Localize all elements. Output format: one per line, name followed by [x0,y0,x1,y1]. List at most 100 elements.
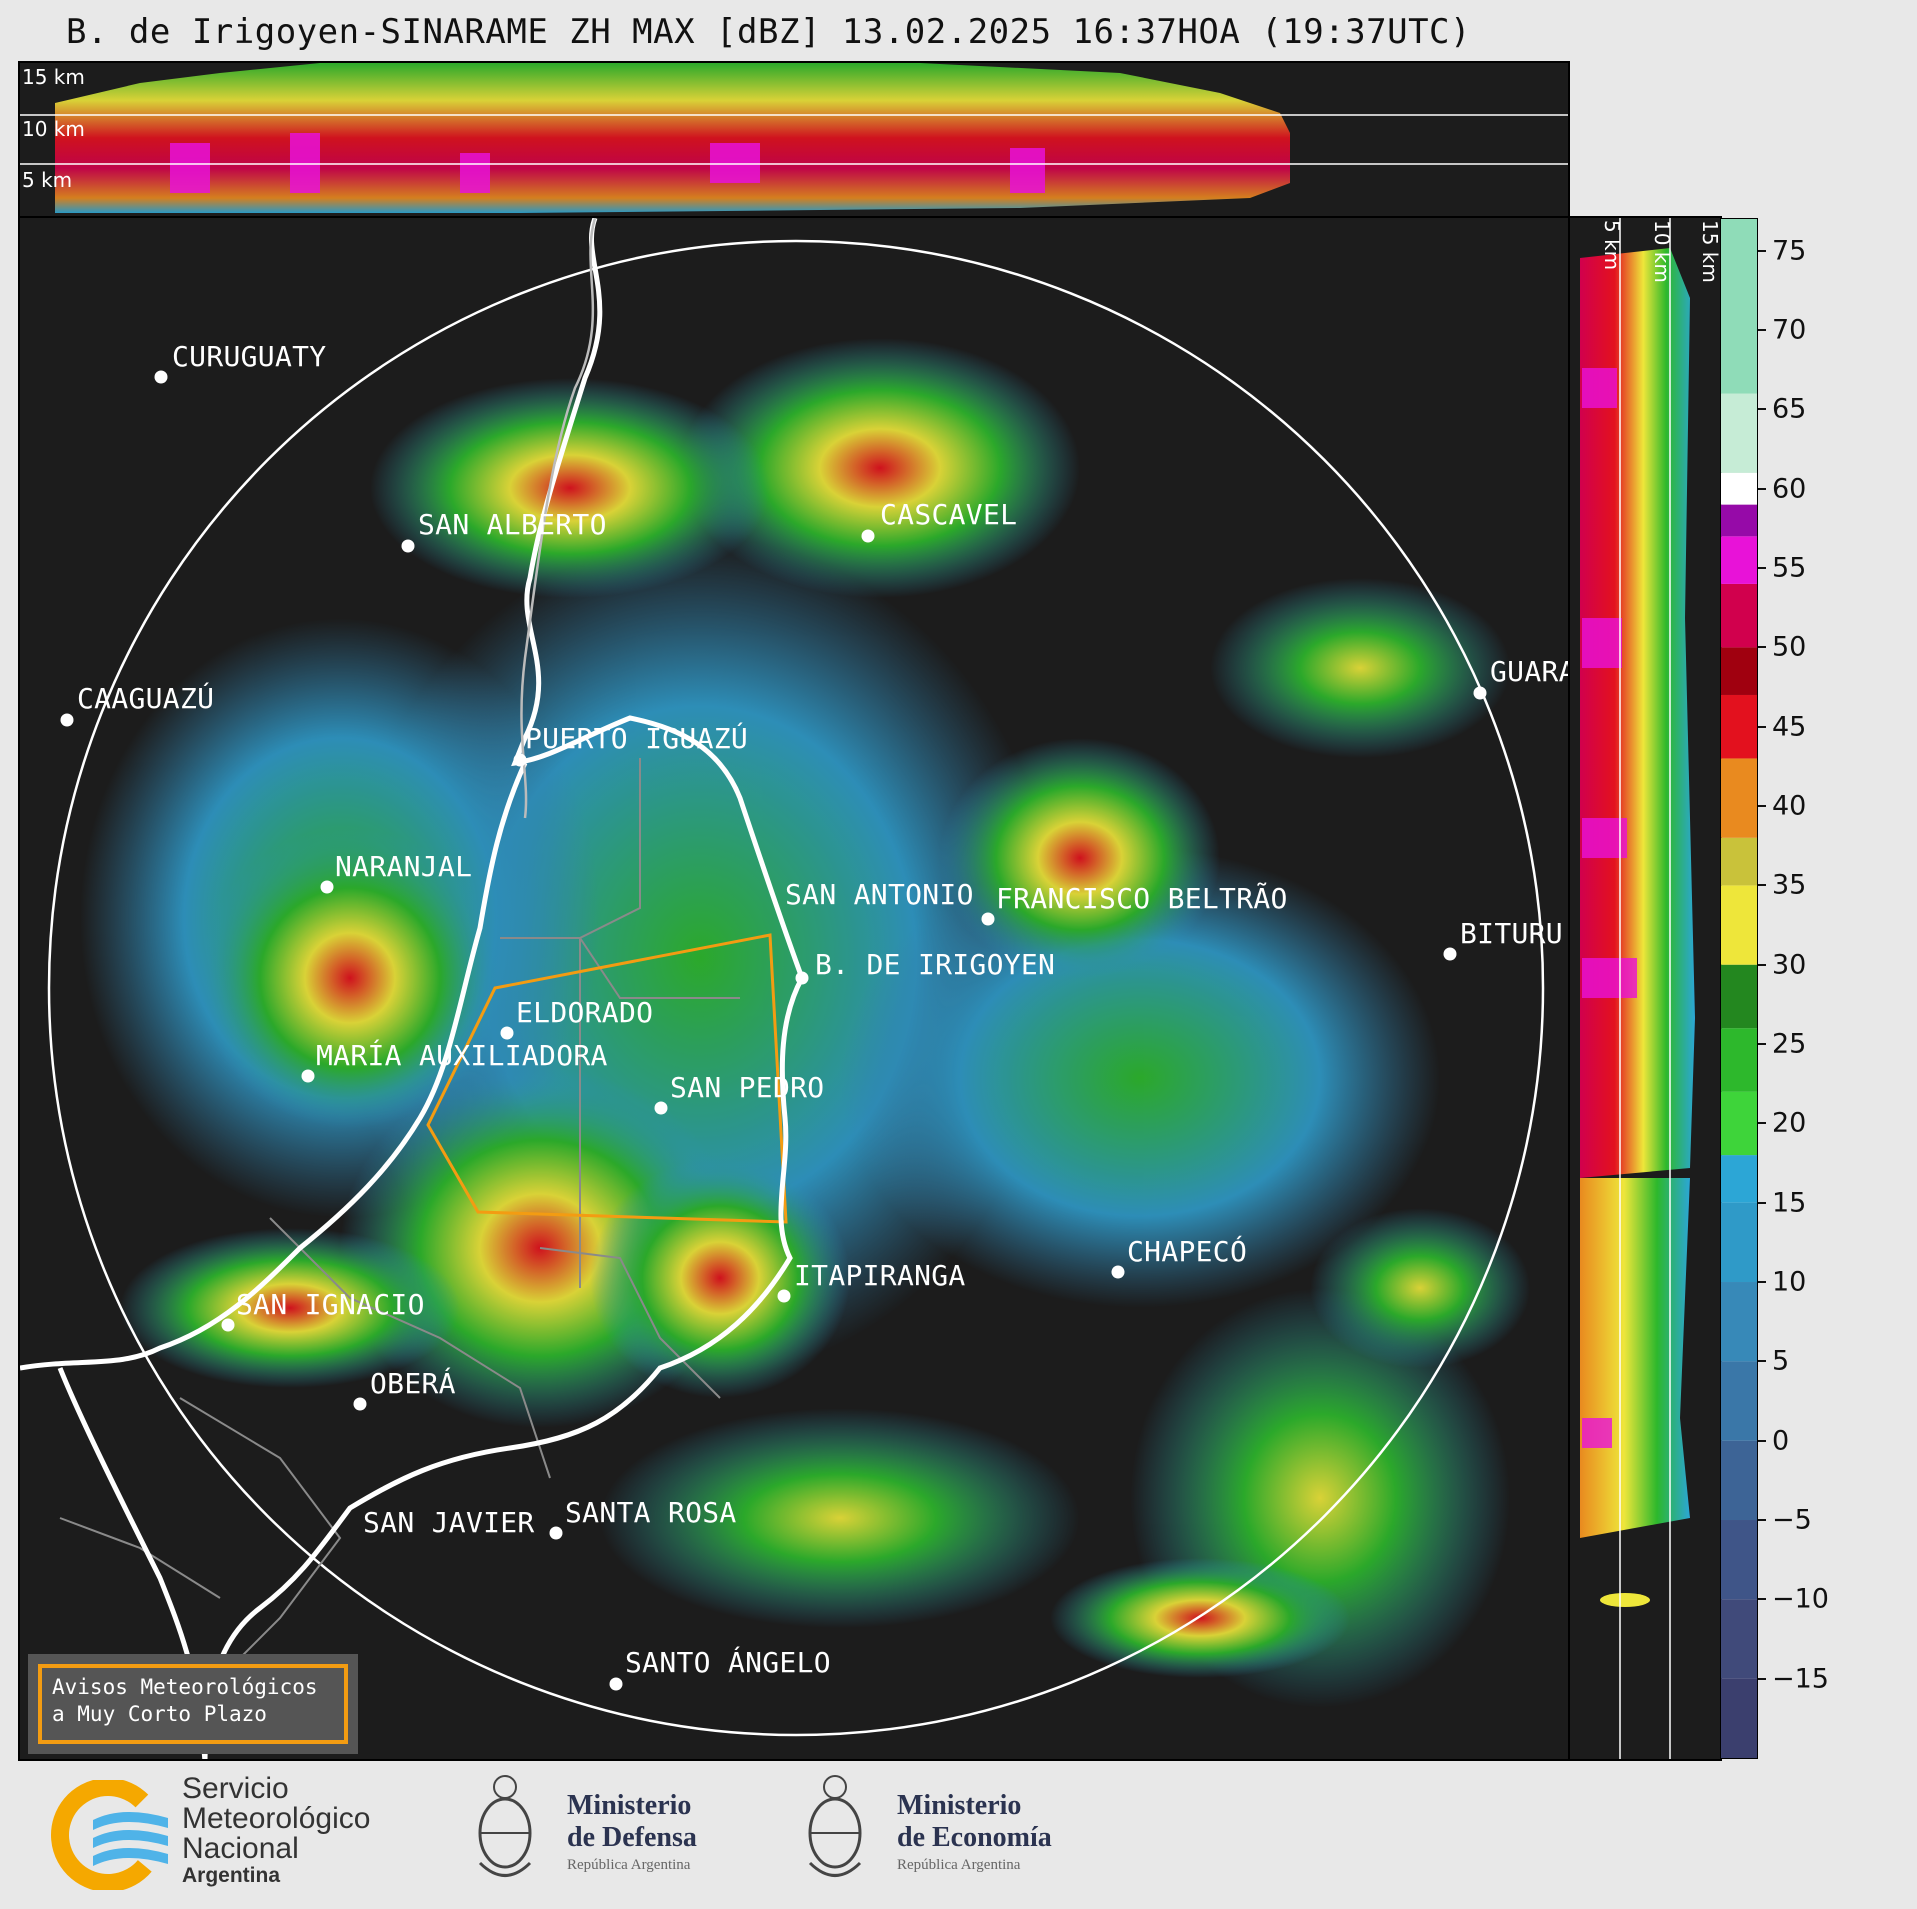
chart-title: B. de Irigoyen-SINARAME ZH MAX [dBZ] 13.… [66,12,1471,52]
top-height-label: 10 km [22,117,85,141]
colorbar-tick-label: 20 [1772,1107,1807,1139]
city-marker [401,539,415,553]
colorbar-tick-label: 45 [1772,711,1807,743]
city-marker [777,1289,791,1303]
city-label: SAN ALBERTO [418,508,607,541]
economia-line3: República Argentina [897,1857,1021,1873]
colorbar-swatch [1721,1155,1757,1203]
colorbar-tick-label: 30 [1772,949,1807,981]
colorbar-tick-mark [1758,1122,1766,1125]
colorbar-tick-label: 0 [1772,1425,1790,1457]
city-marker [353,1397,367,1411]
smn-line2: Meteorológico [182,1802,371,1835]
colorbar-swatch [1721,694,1757,759]
range-ring [47,239,1545,1737]
smn-line3: Nacional [182,1832,299,1865]
colorbar [1720,218,1758,1759]
city-label: SAN ANTONIO [785,878,974,911]
defensa-line3: República Argentina [567,1857,691,1873]
colorbar-tick-mark [1758,646,1766,649]
colorbar-swatch [1721,885,1757,965]
colorbar-tick-label: −10 [1772,1583,1829,1615]
colorbar-swatch [1721,758,1757,838]
colorbar-tick-label: 10 [1772,1266,1807,1298]
city-label: ELDORADO [516,996,654,1029]
defensa-line1: Ministerio [567,1790,692,1821]
top-cross-section-panel: 15 km 10 km 5 km [18,61,1570,218]
city-marker [1473,686,1487,700]
city-marker [60,713,74,727]
colorbar-tick-label: −15 [1772,1663,1829,1695]
colorbar-tick-label: 50 [1772,631,1807,663]
colorbar-swatch [1721,536,1757,584]
city-label: CASCAVEL [880,498,1018,531]
colorbar-tick-mark [1758,1281,1766,1284]
colorbar-swatch [1721,1091,1757,1156]
avisos-box[interactable]: Avisos Meteorológicos a Muy Corto Plazo [28,1654,358,1754]
colorbar-tick-mark [1758,1360,1766,1363]
city-label: MARÍA AUXILIADORA [316,1039,608,1072]
right-height-label: 15 km [1698,220,1722,283]
argentina-west-border [20,761,528,1371]
city-marker [500,1026,514,1040]
colorbar-tick-mark [1758,487,1766,490]
colorbar-tick-label: 60 [1772,473,1807,505]
city-marker [320,880,334,894]
defensa-line2: de Defensa [567,1822,697,1853]
colorbar-swatch [1721,1028,1757,1092]
city-label: SANTO ÁNGELO [625,1646,831,1679]
smn-logo-icon [51,1780,168,1890]
city-label: SAN JAVIER [363,1506,535,1539]
city-label: B. DE IRIGOYEN [815,948,1056,981]
city-marker [981,912,995,926]
colorbar-swatch [1721,219,1757,394]
colorbar-swatch [1721,1202,1757,1283]
colorbar-tick-label: −5 [1772,1504,1812,1536]
colorbar-tick-label: 65 [1772,393,1807,425]
city-marker [861,529,875,543]
international-border [202,218,805,1759]
colorbar-tick-label: 35 [1772,869,1807,901]
city-label: CURUGUATY [172,340,327,373]
river-line [520,218,597,819]
coat-of-arms-icon [808,1775,862,1877]
colorbar-swatch [1721,964,1757,1029]
city-marker [549,1526,563,1540]
colorbar-tick-mark [1758,249,1766,252]
city-marker [301,1069,315,1083]
top-height-label: 5 km [22,168,73,192]
economia-line1: Ministerio [897,1790,1022,1821]
city-label: NARANJAL [335,850,473,883]
city-marker [1443,947,1457,961]
radar-site-marker [795,971,809,985]
colorbar-swatch [1721,1361,1757,1441]
right-height-label: 5 km [1600,220,1624,271]
right-cross-section-echoes [1580,218,1695,1759]
warning-polygon [426,933,788,1224]
radar-map [20,218,1545,1759]
avisos-line2: a Muy Corto Plazo [52,1702,267,1726]
colorbar-swatches [1721,219,1757,1758]
colorbar-swatch [1721,1599,1757,1679]
economia-line2: de Economía [897,1822,1052,1853]
city-marker [654,1101,668,1115]
right-cross-section-panel: 5 km 10 km 15 km [1568,216,1722,1761]
city-marker [221,1318,235,1332]
colorbar-tick-mark [1758,1519,1766,1521]
colorbar-tick-label: 55 [1772,552,1807,584]
top-height-label: 15 km [22,65,85,89]
colorbar-swatch [1721,1678,1757,1758]
radar-map-panel: CURUGUATY SAN ALBERTO CASCAVEL CAAGUAZÚ … [18,216,1570,1761]
city-label: SANTA ROSA [565,1496,737,1529]
city-label: BITURU [1460,917,1563,950]
colorbar-tick-label: 15 [1772,1187,1807,1219]
city-label: CHAPECÓ [1127,1235,1248,1268]
colorbar-tick-mark [1758,1201,1766,1204]
smn-line1: Servicio [182,1772,289,1805]
colorbar-swatch [1721,583,1757,648]
top-cross-section-echoes [20,63,1568,213]
right-height-label: 10 km [1650,220,1674,283]
city-label: CAAGUAZÚ [77,682,215,715]
city-label: SAN PEDRO [670,1071,825,1104]
city-marker [609,1677,623,1691]
